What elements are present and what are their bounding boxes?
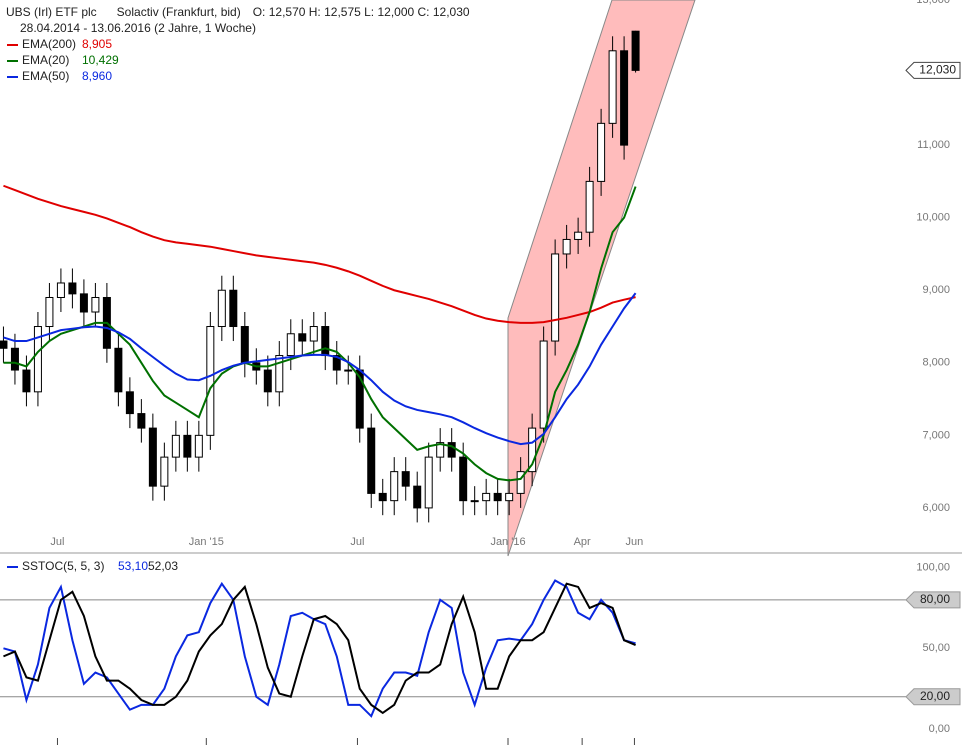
candle-body <box>390 471 399 502</box>
y-tick-label: 6,000 <box>922 502 950 514</box>
osc-legend-label: SSTOC(5, 5, 3) <box>22 559 104 573</box>
legend-label: EMA(200) <box>22 37 76 51</box>
candle-body <box>33 326 42 393</box>
candle-body <box>91 296 100 313</box>
price-tag <box>905 61 961 79</box>
y-tick-label: 13,000 <box>916 0 950 6</box>
candle-body <box>562 238 571 255</box>
osc-line <box>3 582 636 715</box>
legend-value: 8,905 <box>82 37 112 51</box>
candle-body <box>240 326 249 364</box>
candle-body <box>551 253 560 342</box>
ema-line <box>3 186 637 482</box>
candle-body <box>608 50 617 124</box>
candle-body <box>125 391 134 415</box>
candle-body <box>447 442 456 458</box>
candle-body <box>367 427 376 494</box>
candle-body <box>378 492 387 502</box>
candle-body <box>585 180 594 233</box>
x-tick-label: Jun <box>626 536 644 548</box>
candle-body <box>493 492 502 502</box>
level-tag <box>905 688 961 706</box>
osc-tick-label: 50,00 <box>922 642 950 654</box>
candle-body <box>275 355 284 393</box>
chart-title: UBS (Irl) ETF plc Solactiv (Frankfurt, bi… <box>6 5 470 19</box>
candle-body <box>183 434 192 458</box>
y-tick-label: 8,000 <box>922 357 950 369</box>
osc-line <box>3 579 636 718</box>
candle-body <box>539 340 548 429</box>
candle-body <box>286 333 295 357</box>
ema-line <box>3 184 636 324</box>
candle-body <box>22 369 31 393</box>
candle-body <box>137 413 146 429</box>
level-tag <box>905 591 961 609</box>
candle-body <box>0 340 8 349</box>
candle-body <box>516 471 525 494</box>
y-tick-label: 11,000 <box>917 139 950 151</box>
quote: O: 12,570 H: 12,575 L: 12,000 C: 12,030 <box>253 5 470 19</box>
x-tick-label: Jan '16 <box>490 536 525 548</box>
candle-body <box>148 427 157 487</box>
candle-body <box>56 282 65 298</box>
candle-body <box>206 326 215 436</box>
legend-value: 8,960 <box>82 69 112 83</box>
x-tick-label: Apr <box>574 536 591 548</box>
candle-body <box>528 427 537 473</box>
candle-body <box>194 434 203 458</box>
instrument: UBS (Irl) ETF plc <box>6 5 97 19</box>
candle-body <box>620 50 629 146</box>
candle-body <box>171 434 180 458</box>
legend-label: EMA(50) <box>22 69 69 83</box>
candle-body <box>574 231 583 240</box>
osc-legend-value: 53,10 <box>118 559 148 573</box>
candle-body <box>470 500 479 503</box>
osc-tick-label: 100,00 <box>916 561 950 573</box>
x-tick-label: Jul <box>50 536 64 548</box>
legend-value: 10,429 <box>82 53 119 67</box>
candle-body <box>79 293 88 313</box>
ema-line <box>3 292 637 446</box>
candle-body <box>309 326 318 342</box>
candle-body <box>401 471 410 487</box>
period: 28.04.2014 - 13.06.2016 (2 Jahre, 1 Woch… <box>20 21 256 35</box>
x-tick-label: Jul <box>350 536 364 548</box>
price-tag-label: 12,030 <box>919 63 956 77</box>
source: Solactiv (Frankfurt, bid) <box>117 5 241 19</box>
y-tick-label: 10,000 <box>916 212 950 224</box>
level-label: 20,00 <box>920 689 950 703</box>
osc-legend-value: 52,03 <box>148 559 178 573</box>
candle-body <box>263 369 272 393</box>
level-label: 80,00 <box>920 592 950 606</box>
candle-body <box>424 456 433 509</box>
candle-body <box>160 456 169 487</box>
candle-body <box>229 289 238 328</box>
candle-body <box>332 355 341 371</box>
candle-body <box>298 333 307 342</box>
candle-body <box>10 347 19 371</box>
osc-tick-label: 0,00 <box>929 723 950 735</box>
x-tick-label: Jan '15 <box>189 536 224 548</box>
trend-channel <box>507 0 696 557</box>
candle-body <box>321 326 330 357</box>
y-tick-label: 9,000 <box>922 284 950 296</box>
candle-body <box>597 122 606 182</box>
legend-label: EMA(20) <box>22 53 69 67</box>
candle-body <box>436 442 445 458</box>
candle-body <box>45 296 54 328</box>
candle-body <box>505 492 514 502</box>
candle-body <box>459 456 468 502</box>
candle-body <box>68 282 77 295</box>
candle-body <box>413 485 422 509</box>
candle-body <box>631 30 640 71</box>
candle-body <box>114 347 123 393</box>
candle-body <box>217 289 226 328</box>
candle-body <box>482 492 491 502</box>
candle-body <box>344 369 353 372</box>
y-tick-label: 7,000 <box>922 429 950 441</box>
